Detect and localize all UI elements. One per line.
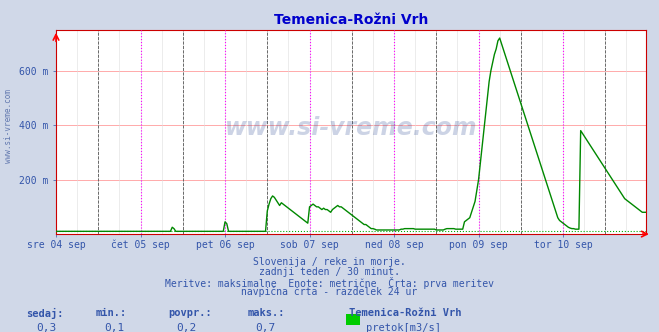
Text: 0,7: 0,7 xyxy=(256,323,276,332)
Text: povpr.:: povpr.: xyxy=(168,308,212,318)
Text: pretok[m3/s]: pretok[m3/s] xyxy=(366,323,441,332)
Text: Temenica-Rožni Vrh: Temenica-Rožni Vrh xyxy=(349,308,462,318)
Text: min.:: min.: xyxy=(96,308,127,318)
Text: maks.:: maks.: xyxy=(247,308,285,318)
Text: zadnji teden / 30 minut.: zadnji teden / 30 minut. xyxy=(259,267,400,277)
Title: Temenica-Rožni Vrh: Temenica-Rožni Vrh xyxy=(273,13,428,27)
Text: www.si-vreme.com: www.si-vreme.com xyxy=(4,89,13,163)
Text: navpična črta - razdelek 24 ur: navpična črta - razdelek 24 ur xyxy=(241,286,418,297)
Text: Slovenija / reke in morje.: Slovenija / reke in morje. xyxy=(253,257,406,267)
Text: Meritve: maksimalne  Enote: metrične  Črta: prva meritev: Meritve: maksimalne Enote: metrične Črta… xyxy=(165,277,494,289)
Text: 0,3: 0,3 xyxy=(36,323,57,332)
Text: sedaj:: sedaj: xyxy=(26,308,64,319)
Text: 0,2: 0,2 xyxy=(177,323,197,332)
Text: www.si-vreme.com: www.si-vreme.com xyxy=(225,116,477,140)
Text: 0,1: 0,1 xyxy=(104,323,125,332)
